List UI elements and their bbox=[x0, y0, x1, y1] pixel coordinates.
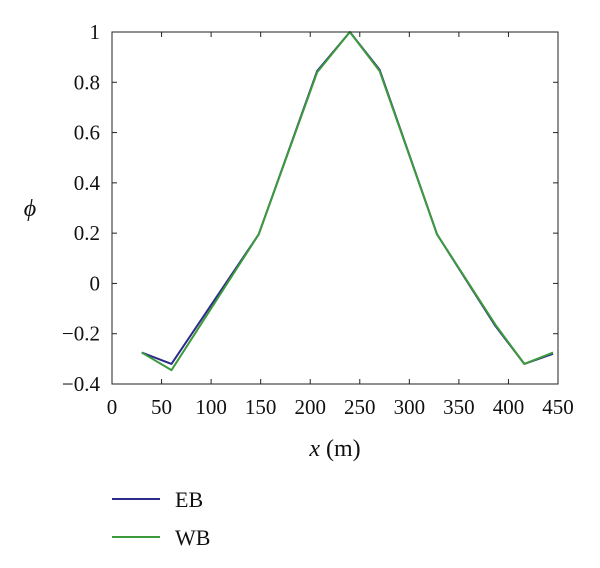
series-line-eb bbox=[141, 31, 554, 365]
series-layer bbox=[141, 31, 554, 372]
legend-label-eb: EB bbox=[175, 487, 203, 512]
x-tick-label: 450 bbox=[542, 395, 574, 419]
x-tick-label: 50 bbox=[151, 395, 172, 419]
y-tick-label: 1 bbox=[90, 20, 101, 44]
x-axis-label-var: x bbox=[308, 436, 320, 462]
x-tick-label: 300 bbox=[394, 395, 426, 419]
x-tick-label: 400 bbox=[493, 395, 525, 419]
y-tick-label: −0.2 bbox=[62, 322, 100, 346]
legend: EB WB bbox=[112, 487, 210, 550]
y-tick-label: 0.4 bbox=[74, 171, 101, 195]
y-axis-ticks: −0.4 −0.2 0 0.2 0.4 0.6 0.8 1 bbox=[62, 20, 558, 396]
series-line-wb bbox=[141, 31, 554, 372]
y-tick-label: 0.6 bbox=[74, 121, 100, 145]
y-tick-label: 0.8 bbox=[74, 70, 100, 94]
y-axis-label: ϕ bbox=[24, 196, 36, 222]
x-axis-ticks: 0 50 100 150 200 250 300 350 400 450 bbox=[107, 32, 574, 419]
y-tick-label: 0.2 bbox=[74, 221, 100, 245]
x-axis-label: x (m) bbox=[308, 436, 360, 462]
x-tick-label: 250 bbox=[344, 395, 376, 419]
y-tick-label: −0.4 bbox=[62, 372, 101, 396]
x-tick-label: 350 bbox=[443, 395, 475, 419]
x-tick-label: 150 bbox=[245, 395, 277, 419]
plot-frame bbox=[111, 31, 559, 385]
legend-label-wb: WB bbox=[175, 525, 210, 550]
y-tick-label: 0 bbox=[90, 271, 101, 295]
x-tick-label: 200 bbox=[294, 395, 326, 419]
x-axis-label-unit: (m) bbox=[320, 436, 361, 462]
x-tick-label: 100 bbox=[195, 395, 227, 419]
x-tick-label: 0 bbox=[107, 395, 118, 419]
